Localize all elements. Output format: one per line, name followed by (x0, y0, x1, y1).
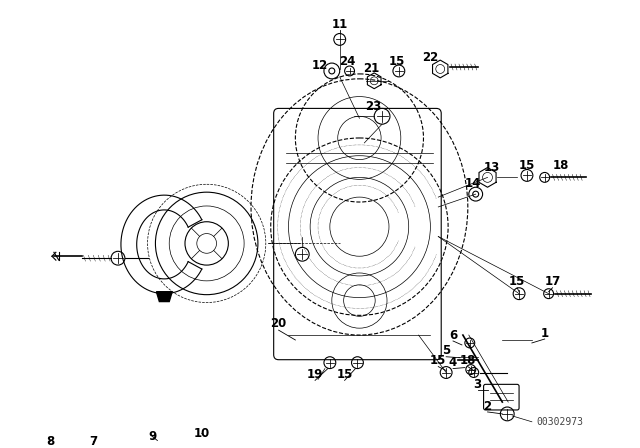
Text: 15: 15 (519, 159, 535, 172)
Text: 2: 2 (483, 400, 492, 413)
Text: 14: 14 (465, 177, 481, 190)
Text: 8: 8 (46, 435, 54, 448)
Text: 5: 5 (442, 345, 451, 358)
Text: 00302973: 00302973 (536, 417, 583, 426)
Text: 7: 7 (89, 435, 97, 448)
Text: 13: 13 (483, 161, 500, 174)
Text: 1: 1 (541, 327, 548, 340)
Text: 4: 4 (449, 356, 457, 369)
Text: 18: 18 (552, 159, 569, 172)
Text: 22: 22 (422, 51, 438, 64)
Text: 24: 24 (339, 55, 356, 68)
Text: 19: 19 (307, 368, 323, 381)
Text: 11: 11 (332, 18, 348, 31)
Text: 10: 10 (194, 427, 210, 440)
Text: 17: 17 (545, 276, 561, 289)
Text: 23: 23 (365, 100, 381, 113)
Text: 15: 15 (509, 276, 525, 289)
Text: 15: 15 (337, 368, 353, 381)
Text: 18: 18 (460, 354, 476, 367)
Text: 21: 21 (363, 62, 380, 75)
Polygon shape (156, 292, 172, 302)
Text: 12: 12 (312, 59, 328, 72)
Text: 6: 6 (449, 328, 457, 341)
Text: 15: 15 (388, 55, 405, 68)
Text: 15: 15 (430, 354, 447, 367)
Text: 9: 9 (148, 430, 157, 443)
Text: 3: 3 (474, 378, 482, 391)
Text: 20: 20 (271, 317, 287, 330)
